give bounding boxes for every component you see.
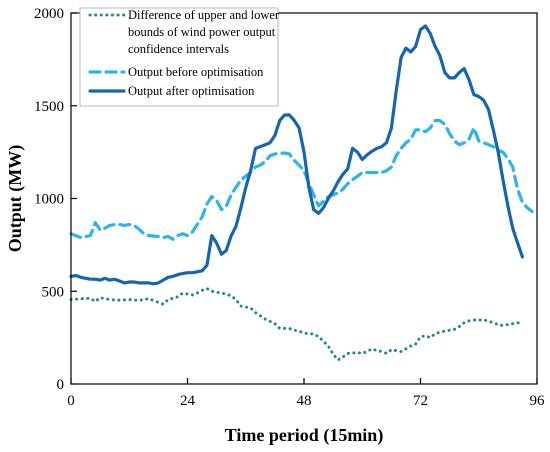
x-tick-label: 48 (297, 393, 312, 409)
series-line-2 (69, 24, 524, 286)
series-layer (69, 24, 534, 362)
y-tick-label: 1500 (34, 99, 64, 115)
x-tick-label: 96 (530, 393, 546, 409)
y-axis-title: Output (MW) (5, 145, 26, 253)
legend: Difference of upper and lower bounds of w… (79, 7, 280, 107)
x-tick-label: 72 (413, 393, 428, 409)
legend-label-0: confidence intervals (128, 42, 229, 56)
x-axis-title: Time period (15min) (225, 425, 384, 446)
legend-label-0: bounds of wind power output (128, 25, 276, 39)
legend-label-1: Output before optimisation (128, 65, 264, 79)
ticks-layer: 0 24 48 72 96 0 500 1000 1500 2000 (34, 6, 545, 409)
legend-label-0: Difference of upper and lower (128, 8, 280, 22)
legend-label-2: Output after optimisation (128, 84, 255, 98)
x-tick-label: 0 (67, 393, 75, 409)
x-tick-label: 24 (180, 393, 196, 409)
series-line-0 (69, 287, 524, 362)
series-line-1 (69, 119, 534, 241)
y-tick-label: 2000 (34, 6, 64, 22)
y-tick-label: 0 (57, 377, 65, 393)
y-tick-label: 500 (42, 284, 65, 300)
y-tick-label: 1000 (34, 192, 64, 208)
